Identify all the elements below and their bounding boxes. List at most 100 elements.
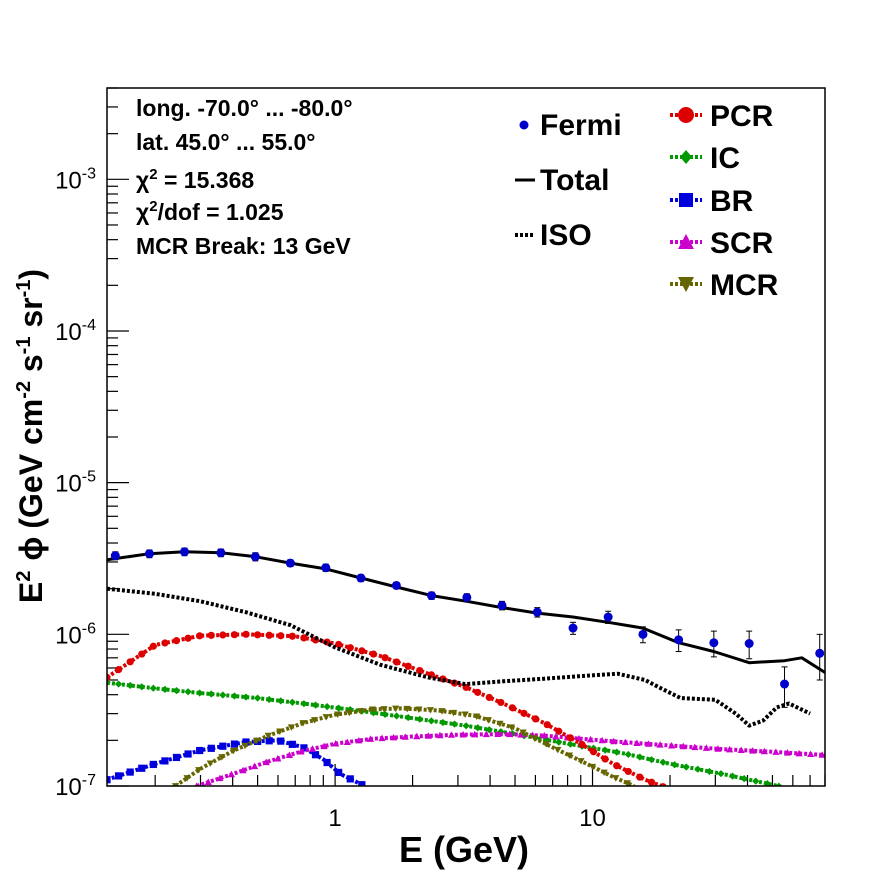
data-marker [311, 751, 320, 759]
data-marker [717, 770, 725, 778]
data-marker [206, 760, 214, 767]
data-marker [366, 735, 375, 742]
data-marker [114, 772, 123, 780]
data-marker [772, 748, 780, 755]
data-marker [459, 730, 467, 738]
data-marker [357, 708, 365, 715]
data-marker [694, 765, 702, 773]
y-title-cm-exp: -2 [13, 381, 35, 399]
data-marker [403, 705, 411, 713]
data-marker [393, 712, 401, 720]
data-marker [149, 684, 157, 692]
annotation-mcr-break: MCR Break: 13 GeV [136, 233, 351, 259]
fermi-point [179, 547, 189, 557]
data-marker [600, 769, 608, 777]
data-marker [265, 631, 273, 639]
data-marker [299, 720, 307, 727]
data-marker [300, 744, 308, 752]
y-tick-label: 10-3 [55, 165, 96, 194]
data-marker [624, 767, 632, 776]
data-marker [393, 658, 401, 666]
data-marker [450, 720, 459, 728]
chi2dof-superscript: 2 [149, 198, 157, 215]
data-marker [161, 685, 169, 694]
y-title-e: E [13, 582, 49, 603]
data-marker [484, 717, 492, 724]
data-marker [613, 762, 621, 770]
x-tick-label: 10 [579, 805, 606, 832]
legend-label-mcr: MCR [710, 269, 779, 302]
axes: 1 10 10-7 10-6 10-5 10-4 10-3 [55, 87, 826, 832]
series-line-iso [107, 586, 811, 728]
data-marker [416, 666, 424, 675]
legend-label-total: Total [540, 164, 609, 197]
data-marker [520, 709, 528, 717]
data-marker [656, 741, 664, 748]
data-marker [346, 775, 354, 783]
data-marker [588, 763, 597, 771]
fermi-point [110, 551, 120, 561]
y-title-e-exp: 2 [13, 571, 35, 582]
data-marker [204, 778, 212, 786]
data-marker [161, 757, 169, 765]
data-marker [335, 704, 343, 712]
fermi-point [568, 623, 578, 633]
data-marker [578, 740, 586, 749]
data-marker [462, 722, 470, 730]
data-marker [705, 767, 713, 776]
data-marker [647, 778, 656, 786]
data-marker [126, 681, 134, 690]
data-marker [763, 779, 771, 786]
data-marker [149, 642, 157, 650]
fermi-point [250, 552, 260, 562]
fermi-point [744, 639, 754, 649]
fermi-point [780, 679, 790, 689]
data-marker [265, 737, 273, 745]
data-marker [612, 775, 620, 782]
data-marker [310, 717, 319, 724]
data-marker [277, 737, 285, 745]
legend-label-iso: ISO [540, 219, 592, 252]
fermi-point [462, 592, 472, 602]
data-marker [749, 747, 757, 754]
data-marker [229, 747, 238, 755]
data-marker [555, 738, 563, 746]
legend-marker-br [679, 193, 693, 207]
fermi-point [356, 573, 366, 583]
data-marker [449, 709, 458, 717]
data-marker [322, 714, 330, 721]
y-title-s: s [13, 354, 49, 381]
data-marker [613, 748, 621, 756]
data-marker [540, 731, 548, 739]
plot-frame [106, 87, 826, 787]
data-marker [555, 727, 563, 735]
data-marker [265, 695, 273, 704]
data-marker [277, 632, 285, 640]
chi2-superscript: 2 [149, 166, 157, 183]
data-marker [253, 631, 262, 639]
data-marker [795, 749, 803, 757]
data-marker [413, 732, 421, 740]
data-marker [416, 715, 424, 723]
fermi-point [216, 548, 226, 558]
data-marker [401, 733, 409, 740]
legend-label-ic: IC [710, 142, 740, 175]
data-marker [624, 750, 632, 759]
series-layer [107, 547, 825, 786]
data-marker [436, 731, 444, 739]
chi2-value: = 15.368 [158, 167, 255, 193]
data-marker [264, 732, 272, 740]
data-marker [818, 751, 825, 758]
data-marker [323, 703, 331, 711]
data-marker [216, 774, 224, 782]
fermi-point [144, 549, 154, 559]
data-marker [334, 711, 342, 718]
data-marker [183, 775, 191, 782]
data-marker [474, 724, 482, 732]
y-title-open: (GeV cm [13, 399, 49, 529]
data-marker [473, 713, 481, 720]
data-marker [196, 689, 204, 697]
data-marker [760, 747, 768, 755]
data-marker [471, 730, 479, 738]
